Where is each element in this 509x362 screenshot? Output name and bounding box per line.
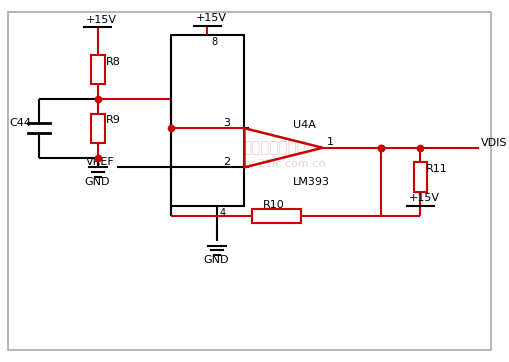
Text: +15V: +15V (86, 14, 117, 25)
Text: R11: R11 (426, 164, 447, 174)
Text: VDIS: VDIS (480, 138, 506, 148)
Text: GND: GND (203, 255, 229, 265)
Text: 8: 8 (211, 37, 217, 47)
Bar (171, 35, 244, 206)
Text: VREF: VREF (86, 157, 115, 167)
Text: +15V: +15V (408, 193, 439, 203)
Text: 3: 3 (222, 118, 230, 128)
Bar (252, 209, 300, 223)
Text: R10: R10 (263, 201, 284, 210)
Text: GND: GND (84, 177, 109, 187)
Text: 4: 4 (219, 208, 225, 218)
Text: R8: R8 (105, 56, 120, 67)
Bar (413, 163, 427, 192)
Text: LM393: LM393 (293, 177, 330, 187)
Bar (91, 55, 104, 84)
Text: power.21ic.com.cn: power.21ic.com.cn (221, 159, 325, 169)
Text: C44: C44 (10, 118, 32, 128)
Text: 2: 2 (222, 157, 230, 167)
Text: +15V: +15V (195, 13, 226, 22)
Text: U4A: U4A (293, 120, 316, 130)
Text: 电源子产品世界: 电源子产品世界 (241, 140, 305, 155)
Text: 1: 1 (326, 137, 333, 147)
Bar (91, 114, 104, 143)
Text: R9: R9 (105, 115, 120, 125)
